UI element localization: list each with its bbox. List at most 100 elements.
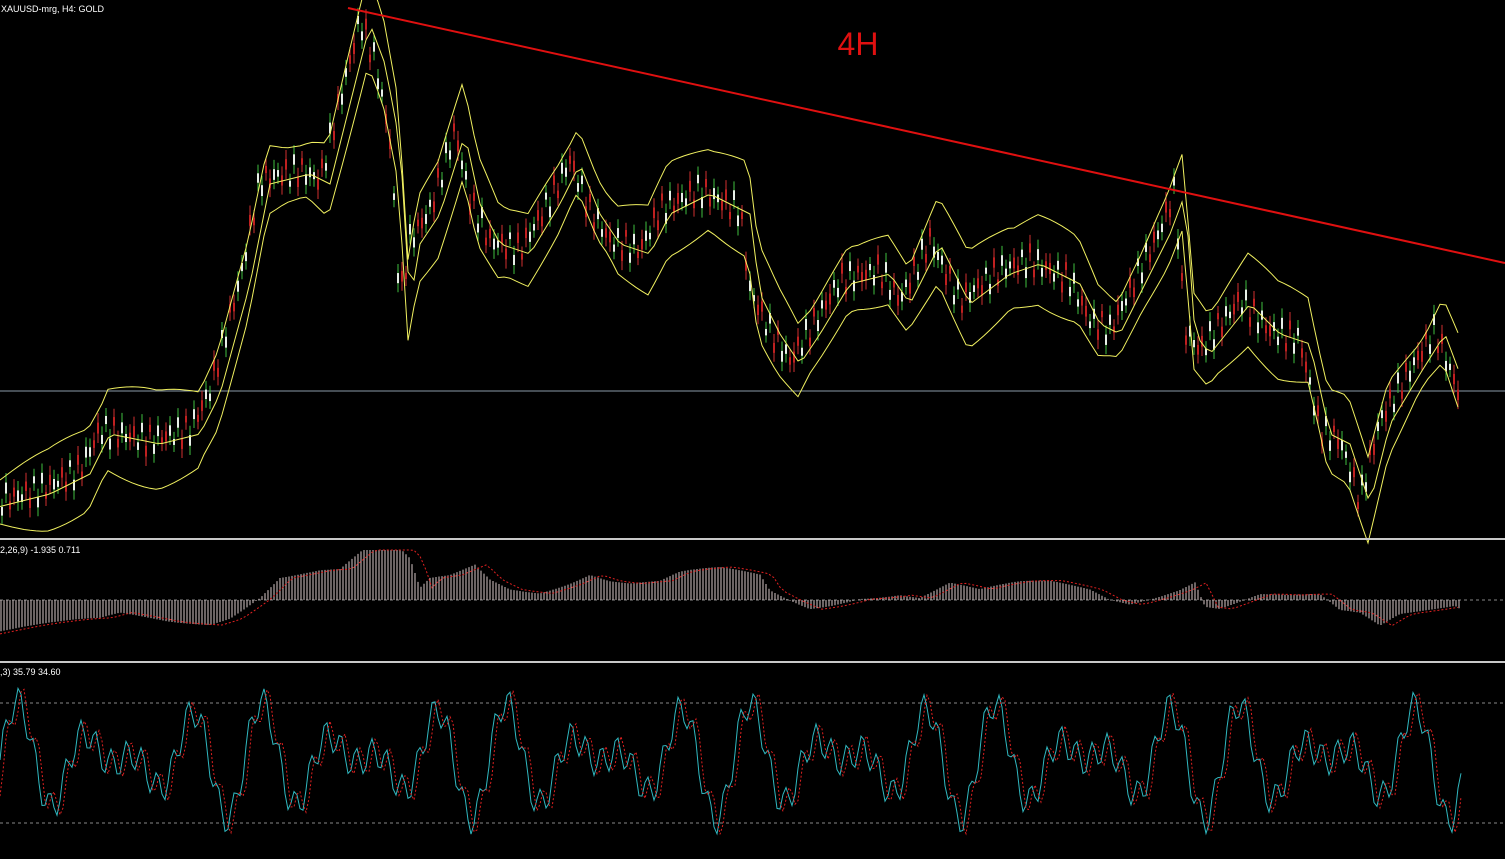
candle-body: [1237, 291, 1239, 302]
candle-body: [1425, 331, 1427, 340]
candle-body: [1025, 267, 1027, 279]
candle-body: [905, 279, 907, 288]
candle-body: [1397, 372, 1399, 384]
candle-body: [561, 162, 563, 174]
candle-body: [509, 232, 511, 240]
candle-body: [521, 253, 523, 260]
candle-body: [857, 265, 859, 273]
candle-body: [85, 446, 87, 458]
candle-body: [1317, 405, 1319, 417]
candle-body: [653, 207, 655, 219]
candle-body: [405, 272, 407, 279]
candle-body: [581, 175, 583, 185]
candle-body: [1, 507, 3, 516]
candle-body: [605, 228, 607, 238]
candle-body: [1041, 267, 1043, 277]
candle-body: [689, 180, 691, 192]
candle-body: [833, 280, 835, 288]
candle-body: [113, 417, 115, 426]
candle-body: [853, 280, 855, 292]
candle-body: [1281, 317, 1283, 329]
candle-body: [1333, 425, 1335, 432]
candle-body: [1077, 299, 1079, 307]
candle-body: [309, 167, 311, 178]
candle-body: [1221, 326, 1223, 337]
candle-body: [273, 169, 275, 180]
candle-body: [1209, 321, 1211, 332]
candle-body: [1293, 342, 1295, 354]
candle-body: [1165, 201, 1167, 213]
candle-body: [465, 171, 467, 180]
candle-body: [1449, 363, 1451, 370]
candle-body: [305, 174, 307, 185]
candle-body: [1417, 350, 1419, 361]
bollinger-lower: [0, 72, 1459, 545]
candle-body: [1157, 230, 1159, 240]
candle-body: [481, 207, 483, 219]
candle-body: [769, 312, 771, 324]
stoch-main: [0, 686, 1462, 836]
candle-body: [201, 400, 203, 412]
candle-body: [137, 442, 139, 450]
candle-body: [909, 282, 911, 294]
candle-body: [745, 260, 747, 271]
bollinger-upper: [0, 0, 1459, 481]
candle-body: [1409, 370, 1411, 382]
candle-body: [1225, 306, 1227, 317]
candle-body: [177, 417, 179, 428]
candle-body: [573, 160, 575, 172]
candle-body: [265, 165, 267, 174]
candle-body: [649, 232, 651, 240]
candle-body: [1389, 389, 1391, 399]
candle-body: [921, 238, 923, 250]
candle-body: [1121, 301, 1123, 311]
candle-body: [429, 199, 431, 207]
candle-body: [1253, 298, 1255, 307]
candle-body: [1357, 502, 1359, 510]
candle-body: [969, 292, 971, 303]
symbol-label: XAUUSD-mrg, H4: GOLD: [1, 4, 105, 14]
candle-body: [149, 424, 151, 432]
candle-body: [1201, 335, 1203, 347]
candle-body: [197, 414, 199, 422]
candle-body: [41, 472, 43, 484]
candle-body: [877, 254, 879, 265]
candle-body: [169, 425, 171, 436]
candle-body: [1013, 257, 1015, 269]
candle-body: [1089, 321, 1091, 329]
candle-body: [1345, 451, 1347, 458]
candle-body: [613, 244, 615, 252]
candle-body: [781, 350, 783, 362]
candle-body: [917, 271, 919, 280]
candle-body: [1185, 335, 1187, 345]
candle-body: [1309, 377, 1311, 385]
candle-body: [133, 426, 135, 438]
candle-body: [1021, 249, 1023, 258]
candle-body: [1285, 343, 1287, 352]
candle-body: [365, 18, 367, 30]
candle-body: [181, 438, 183, 449]
candle-body: [129, 432, 131, 442]
candle-body: [89, 447, 91, 457]
candle-body: [1257, 322, 1259, 334]
candle-body: [453, 123, 455, 132]
candle-body: [73, 479, 75, 491]
candle-body: [841, 262, 843, 274]
candle-body: [753, 295, 755, 302]
candle-body: [893, 280, 895, 288]
candle-body: [1061, 281, 1063, 293]
candle-body: [1229, 311, 1231, 319]
candle-body: [361, 31, 363, 41]
candle-body: [1265, 325, 1267, 334]
candle-body: [65, 481, 67, 492]
candle-body: [357, 15, 359, 25]
candle-body: [1029, 243, 1031, 253]
candle-body: [801, 347, 803, 356]
candle-body: [865, 269, 867, 281]
candle-body: [409, 224, 411, 235]
candle-body: [721, 200, 723, 211]
candle-body: [725, 189, 727, 201]
candle-body: [793, 351, 795, 363]
candle-body: [545, 192, 547, 200]
candle-body: [965, 282, 967, 293]
